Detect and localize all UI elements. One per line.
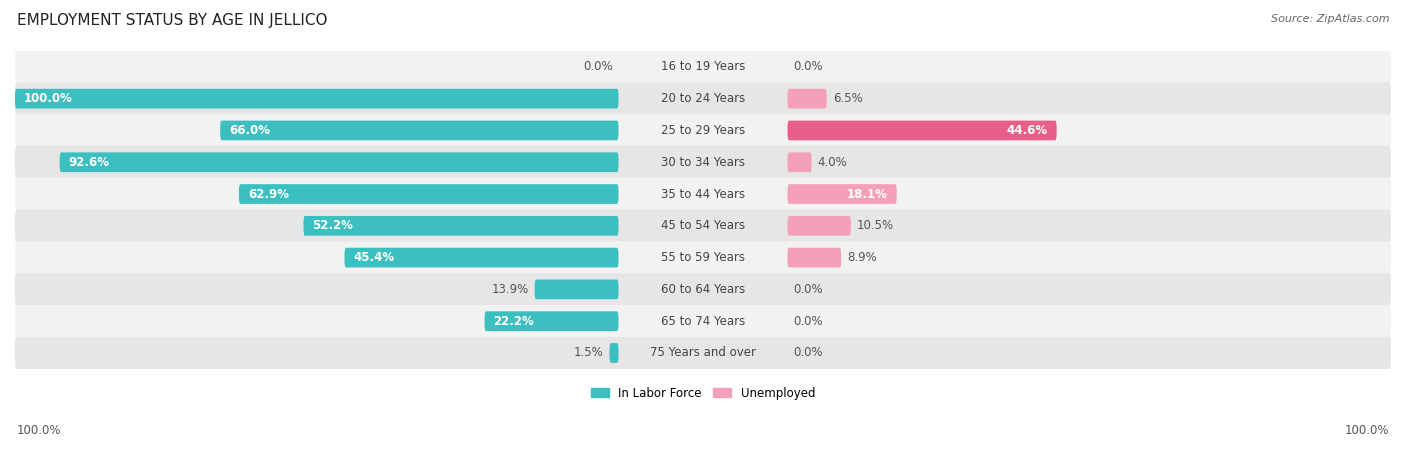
FancyBboxPatch shape [485,311,619,331]
Text: 0.0%: 0.0% [793,60,823,73]
Text: 92.6%: 92.6% [69,156,110,169]
FancyBboxPatch shape [787,121,1057,140]
Text: 8.9%: 8.9% [848,251,877,264]
Text: 66.0%: 66.0% [229,124,270,137]
Text: 100.0%: 100.0% [24,92,73,105]
Text: 30 to 34 Years: 30 to 34 Years [661,156,745,169]
Text: 65 to 74 Years: 65 to 74 Years [661,315,745,328]
FancyBboxPatch shape [787,153,811,172]
FancyBboxPatch shape [787,184,897,204]
FancyBboxPatch shape [787,89,827,108]
Text: 75 Years and over: 75 Years and over [650,346,756,360]
Text: 60 to 64 Years: 60 to 64 Years [661,283,745,296]
FancyBboxPatch shape [304,216,619,236]
Text: 100.0%: 100.0% [17,423,62,436]
Text: 25 to 29 Years: 25 to 29 Years [661,124,745,137]
Text: 55 to 59 Years: 55 to 59 Years [661,251,745,264]
Text: 35 to 44 Years: 35 to 44 Years [661,188,745,201]
Text: 0.0%: 0.0% [793,346,823,360]
Text: 4.0%: 4.0% [818,156,848,169]
FancyBboxPatch shape [609,343,619,363]
Text: 1.5%: 1.5% [574,346,603,360]
Text: 18.1%: 18.1% [846,188,887,201]
FancyBboxPatch shape [534,279,619,299]
FancyBboxPatch shape [344,248,619,267]
Text: 22.2%: 22.2% [494,315,534,328]
Text: 0.0%: 0.0% [583,60,613,73]
FancyBboxPatch shape [15,82,1391,115]
FancyBboxPatch shape [15,273,1391,306]
FancyBboxPatch shape [221,121,619,140]
FancyBboxPatch shape [15,337,1391,369]
Text: 62.9%: 62.9% [247,188,290,201]
FancyBboxPatch shape [15,89,619,108]
FancyBboxPatch shape [15,178,1391,210]
Text: Source: ZipAtlas.com: Source: ZipAtlas.com [1271,14,1389,23]
Text: 0.0%: 0.0% [793,315,823,328]
Text: 20 to 24 Years: 20 to 24 Years [661,92,745,105]
FancyBboxPatch shape [239,184,619,204]
Text: 45.4%: 45.4% [353,251,395,264]
FancyBboxPatch shape [15,210,1391,242]
Text: 10.5%: 10.5% [856,219,894,232]
Text: EMPLOYMENT STATUS BY AGE IN JELLICO: EMPLOYMENT STATUS BY AGE IN JELLICO [17,14,328,28]
FancyBboxPatch shape [59,153,619,172]
FancyBboxPatch shape [15,51,1391,83]
FancyBboxPatch shape [15,114,1391,147]
Text: 100.0%: 100.0% [1344,423,1389,436]
FancyBboxPatch shape [15,305,1391,338]
Text: 45 to 54 Years: 45 to 54 Years [661,219,745,232]
Text: 16 to 19 Years: 16 to 19 Years [661,60,745,73]
Legend: In Labor Force, Unemployed: In Labor Force, Unemployed [586,382,820,404]
FancyBboxPatch shape [15,146,1391,179]
FancyBboxPatch shape [15,241,1391,274]
FancyBboxPatch shape [787,248,841,267]
Text: 52.2%: 52.2% [312,219,353,232]
Text: 0.0%: 0.0% [793,283,823,296]
FancyBboxPatch shape [787,216,851,236]
Text: 44.6%: 44.6% [1007,124,1047,137]
Text: 13.9%: 13.9% [491,283,529,296]
Text: 6.5%: 6.5% [832,92,862,105]
